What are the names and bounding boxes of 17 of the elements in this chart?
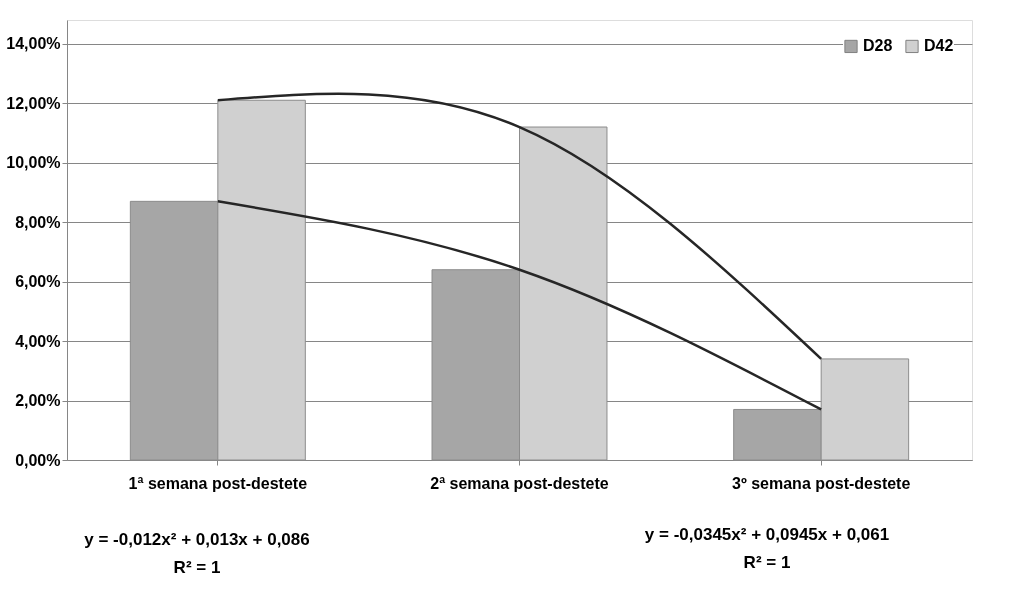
y-tick-label: 14,00% [6, 35, 61, 53]
x-tick-label: 3º semana post-destete [731, 474, 911, 492]
text: y = -0,0345x² + 0,0945x + 0,061 [644, 525, 890, 544]
y-tick-label: 8,00% [15, 213, 61, 231]
x-tick-label: 2ª semana post-destete [430, 474, 609, 492]
y-tick-label: 4,00% [15, 332, 61, 350]
x-tick-label: 1ª semana post-destete [128, 474, 308, 492]
y-tick-label: 12,00% [6, 94, 61, 112]
y-tick-label: 2,00% [15, 392, 61, 410]
text: R² = 1 [743, 553, 791, 572]
y-tick-label: 0,00% [15, 451, 61, 469]
y-tick-label: 10,00% [6, 154, 61, 172]
text: y = -0,012x² + 0,013x + 0,086 [84, 530, 310, 549]
text: R² = 1 [173, 558, 221, 577]
legend-label: D42 [924, 37, 954, 55]
legend-label: D28 [863, 37, 893, 55]
y-tick-label: 6,00% [15, 273, 61, 291]
